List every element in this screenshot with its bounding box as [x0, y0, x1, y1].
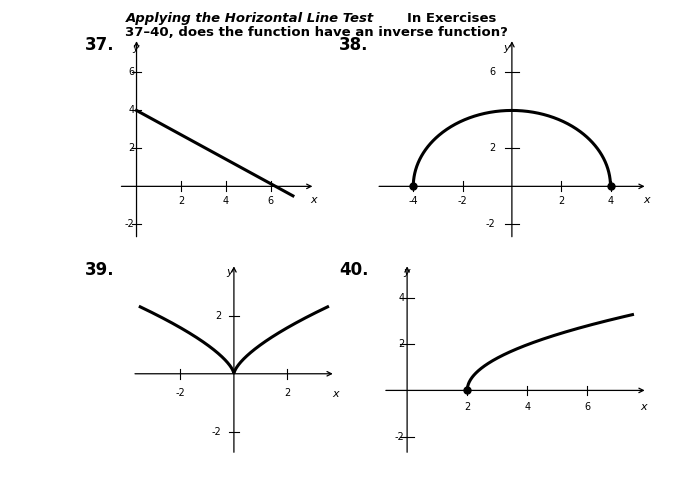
Text: 2: 2 [178, 196, 184, 206]
Text: 2: 2 [398, 339, 404, 349]
Text: x: x [332, 389, 339, 399]
Text: 6: 6 [268, 196, 274, 206]
Text: 2: 2 [490, 143, 496, 153]
Text: 4: 4 [398, 293, 404, 303]
Text: 4: 4 [223, 196, 229, 206]
Text: y: y [403, 267, 410, 277]
Text: 6: 6 [490, 68, 496, 78]
Text: -4: -4 [408, 196, 418, 206]
Text: Applying the Horizontal Line Test: Applying the Horizontal Line Test [125, 12, 374, 25]
Text: -2: -2 [125, 219, 134, 229]
Text: 2: 2 [284, 388, 291, 399]
Text: x: x [310, 194, 317, 205]
Text: 6: 6 [584, 402, 591, 412]
Text: 37–40, does the function have an inverse function?: 37–40, does the function have an inverse… [125, 26, 508, 39]
Text: -2: -2 [176, 388, 185, 399]
Text: -2: -2 [458, 196, 467, 206]
Text: 6: 6 [128, 68, 134, 78]
Text: x: x [643, 194, 650, 205]
Text: 2: 2 [558, 196, 564, 206]
Text: y: y [132, 43, 139, 53]
Text: 2: 2 [464, 402, 471, 412]
Text: -2: -2 [395, 432, 404, 442]
Text: y: y [226, 267, 233, 277]
Text: 2: 2 [128, 143, 134, 153]
Text: 39.: 39. [85, 261, 115, 279]
Text: 4: 4 [524, 402, 530, 412]
Text: 4: 4 [128, 105, 134, 115]
Text: 40.: 40. [339, 261, 369, 279]
Text: 4: 4 [607, 196, 614, 206]
Text: -2: -2 [486, 219, 496, 229]
Text: x: x [640, 401, 647, 411]
Text: 38.: 38. [339, 36, 369, 54]
Text: y: y [503, 43, 510, 53]
Text: 2: 2 [216, 311, 222, 321]
Text: In Exercises: In Exercises [407, 12, 496, 25]
Text: -2: -2 [212, 427, 222, 437]
Text: 37.: 37. [85, 36, 115, 54]
